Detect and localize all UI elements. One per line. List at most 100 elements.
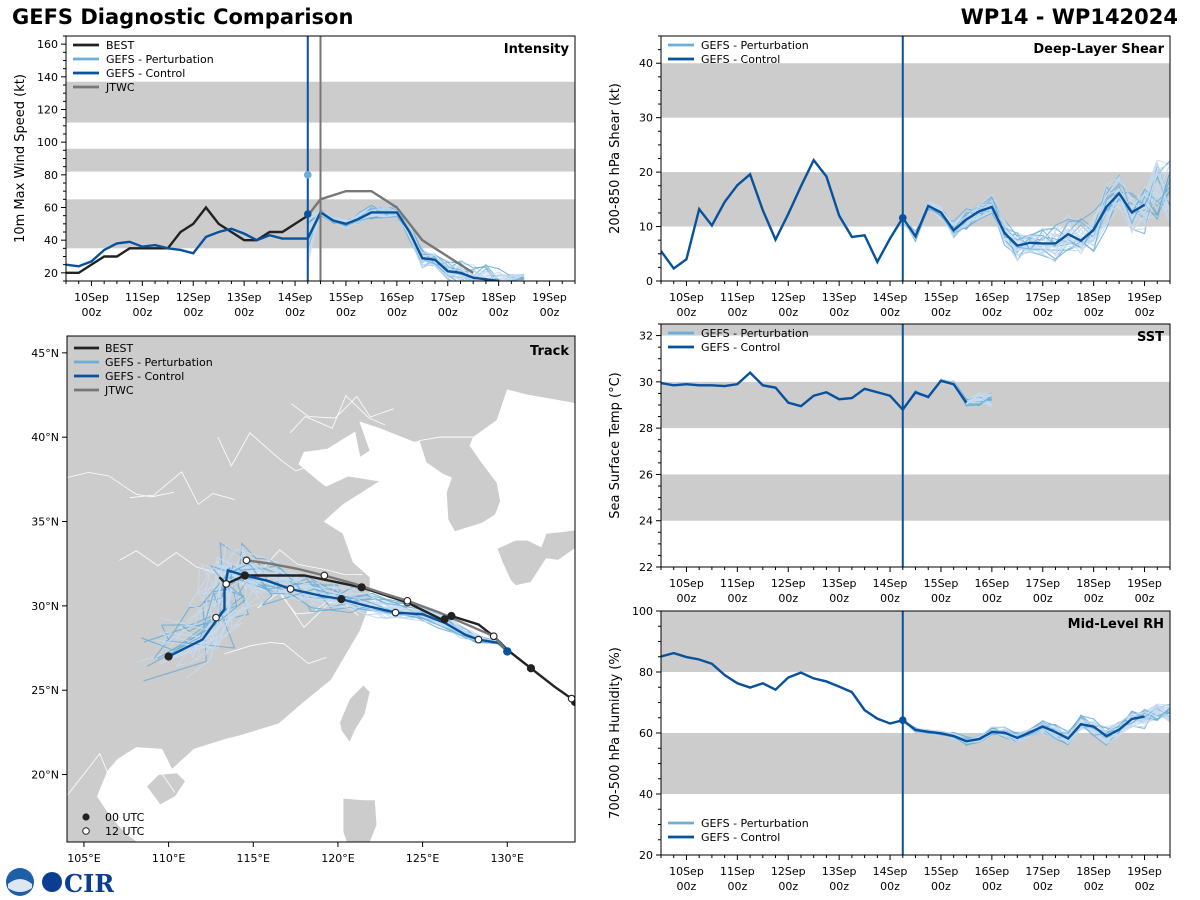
threshold-band: [661, 324, 1170, 336]
x-tick-date: 19Sep: [532, 291, 567, 304]
x-tick-hour: 00z: [982, 592, 1002, 605]
x-tick-hour: 00z: [677, 306, 697, 319]
track-point-12utc: [391, 608, 400, 617]
panel-title: Intensity: [504, 42, 570, 57]
initial-point-marker: [303, 171, 312, 179]
y-tick-label: 40: [44, 234, 58, 247]
x-tick-hour: 00z: [727, 592, 747, 605]
x-tick-hour: 00z: [1135, 880, 1155, 893]
globe-icon: [42, 872, 62, 892]
y-tick-label: 22: [639, 561, 653, 574]
x-tick-hour: 00z: [778, 592, 798, 605]
x-tick-date: 14Sep: [873, 865, 908, 878]
x-tick-hour: 00z: [931, 306, 951, 319]
series-jtwc: [306, 189, 474, 274]
track-point-12utc: [222, 580, 231, 588]
track-point-00utc: [357, 583, 366, 592]
panel-title: Mid-Level RH: [1068, 617, 1164, 632]
x-tick-hour: 00z: [982, 880, 1002, 893]
x-tick-hour: 00z: [677, 592, 697, 605]
x-tick-hour: 00z: [1135, 306, 1155, 319]
track-jtwc: [246, 559, 509, 653]
lon-tick-label: 125°E: [406, 852, 439, 865]
x-tick-hour: 00z: [677, 880, 697, 893]
track-point-00utc: [164, 652, 173, 661]
x-tick-hour: 00z: [982, 306, 1002, 319]
x-tick-date: 10Sep: [74, 291, 109, 304]
initial-point-marker: [303, 210, 312, 218]
legend-label: BEST: [106, 39, 134, 52]
perturbation-series-line: [307, 211, 525, 281]
x-tick-date: 11Sep: [720, 865, 755, 878]
legend-label: JTWC: [105, 81, 135, 94]
track-gefs-control: [168, 568, 509, 658]
x-tick-hour: 00z: [285, 306, 305, 319]
panel-track: 105°E 110°E 115°E 120°E 125°E 130°E 20°N 25°N 30…: [31, 335, 576, 865]
y-tick-label: 20: [639, 849, 653, 862]
x-tick-date: 12Sep: [771, 577, 806, 590]
x-tick-date: 15Sep: [924, 865, 959, 878]
x-tick-hour: 00z: [1033, 592, 1053, 605]
y-tick-label: 140: [37, 71, 58, 84]
perturbation-track-line: [153, 562, 508, 659]
y-tick-label: 32: [639, 330, 653, 343]
threshold-band: [661, 611, 1170, 672]
y-tick-label: 80: [639, 666, 653, 679]
x-tick-date: 13Sep: [822, 291, 857, 304]
x-tick-date: 17Sep: [430, 291, 465, 304]
legend-label: 12 UTC: [105, 825, 145, 838]
x-tick-date: 13Sep: [822, 577, 857, 590]
panel-title: SST: [1137, 330, 1164, 345]
land-taiwan: [339, 684, 371, 744]
x-tick-date: 19Sep: [1127, 577, 1162, 590]
lon-tick-label: 105°E: [67, 852, 100, 865]
x-tick-date: 15Sep: [924, 577, 959, 590]
y-tick-label: 120: [37, 104, 58, 117]
x-tick-hour: 00z: [727, 880, 747, 893]
province-boundary: [67, 752, 176, 796]
lat-tick-label: 20°N: [31, 769, 59, 782]
y-tick-label: 60: [639, 727, 653, 740]
legend-marker-00utc: [82, 813, 90, 821]
x-tick-date: 10Sep: [669, 865, 704, 878]
series-best: [66, 205, 309, 275]
x-tick-date: 14Sep: [873, 291, 908, 304]
threshold-band: [661, 381, 1170, 429]
plot-area: [661, 63, 1170, 271]
x-tick-hour: 00z: [234, 306, 254, 319]
x-tick-date: 10Sep: [669, 577, 704, 590]
track-point-12utc: [320, 571, 329, 580]
x-tick-date: 12Sep: [771, 865, 806, 878]
x-tick-date: 17Sep: [1025, 865, 1060, 878]
threshold-band: [661, 733, 1170, 794]
legend-label: GEFS - Perturbation: [701, 327, 809, 340]
legend-label: GEFS - Control: [105, 370, 184, 383]
x-tick-hour: 00z: [1135, 592, 1155, 605]
x-tick-date: 11Sep: [720, 291, 755, 304]
series-gefs-control: [661, 370, 968, 412]
plot-area: [661, 611, 1170, 794]
x-tick-date: 12Sep: [771, 291, 806, 304]
land-korea: [418, 436, 501, 533]
panel-rh: 20 40 60 80 100 10Sep 00z 11Sep 00z 12Sep 00z 13Sep…: [608, 605, 1171, 893]
x-tick-hour: 00z: [829, 592, 849, 605]
threshold-band: [661, 172, 1170, 227]
legend-label: GEFS - Perturbation: [106, 53, 214, 66]
x-tick-hour: 00z: [880, 306, 900, 319]
land-luzon: [342, 797, 378, 842]
x-tick-hour: 00z: [778, 306, 798, 319]
x-tick-date: 19Sep: [1127, 865, 1162, 878]
lat-tick-label: 35°N: [31, 516, 59, 529]
track-point-12utc: [242, 556, 251, 565]
legend-marker-12utc: [82, 827, 90, 835]
track-initial-marker: [503, 647, 512, 656]
legend-label: GEFS - Perturbation: [105, 356, 213, 369]
initial-point-marker: [898, 214, 907, 222]
perturbation-series-line: [902, 173, 1170, 250]
x-tick-hour: 00z: [489, 306, 509, 319]
x-tick-date: 19Sep: [1127, 291, 1162, 304]
y-tick-label: 0: [646, 275, 653, 288]
y-tick-label: 20: [44, 267, 58, 280]
y-axis-label: Sea Surface Temp (°C): [608, 372, 623, 519]
